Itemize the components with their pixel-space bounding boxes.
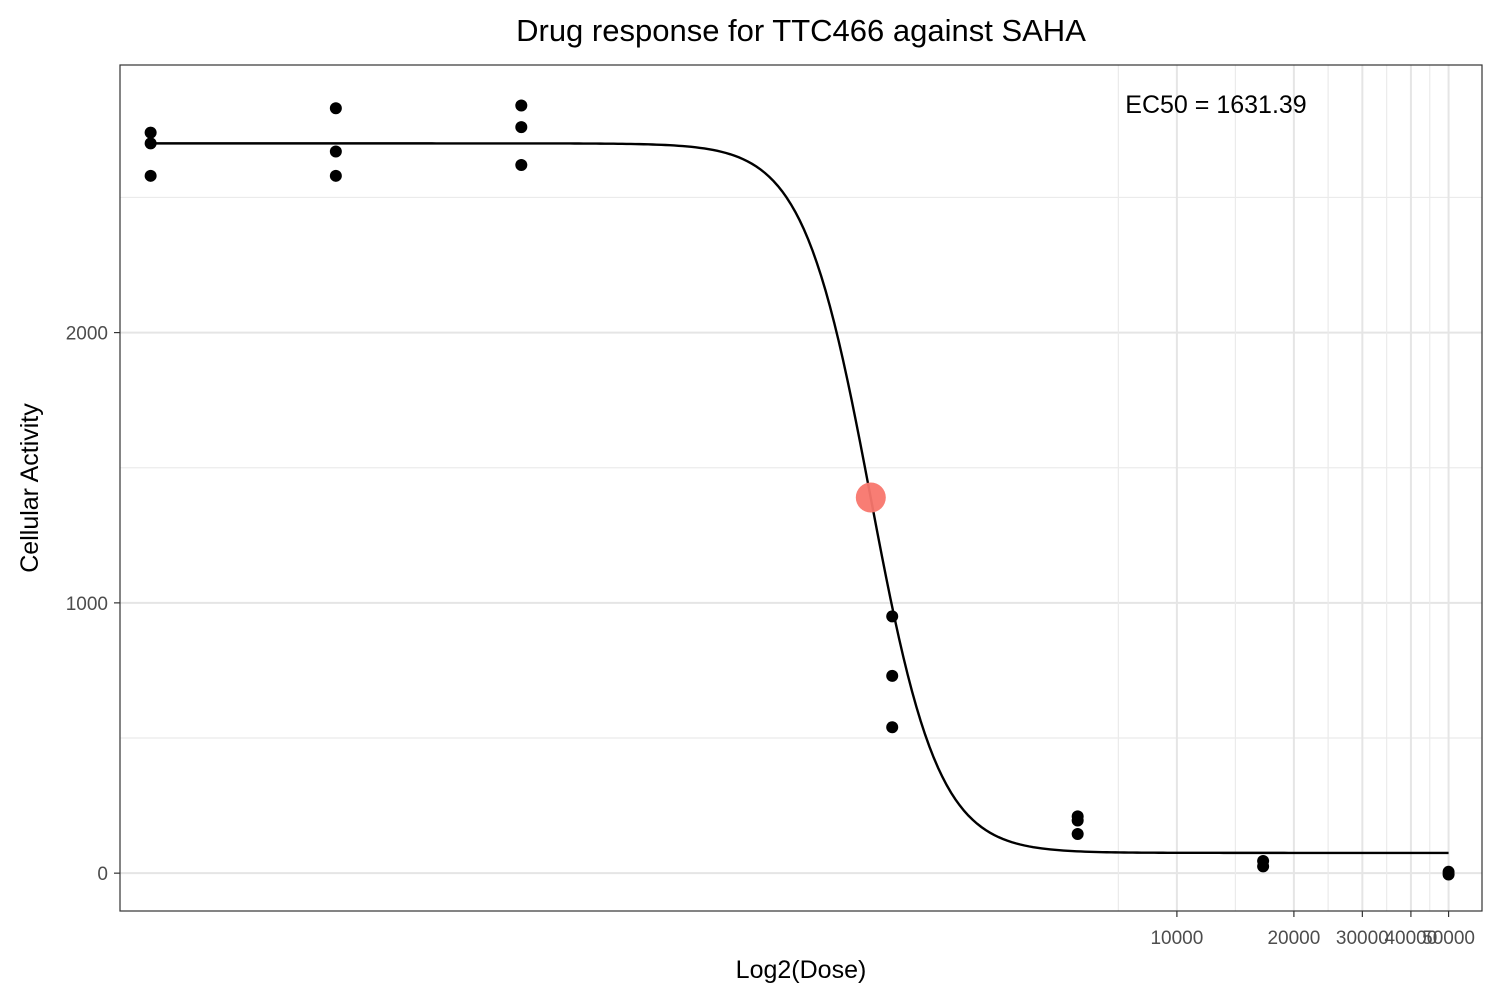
data-point xyxy=(886,610,899,623)
data-point xyxy=(329,102,342,115)
data-point xyxy=(144,126,157,139)
x-tick-label: 30000 xyxy=(1336,928,1389,949)
data-point xyxy=(1071,814,1084,827)
chart-title: Drug response for TTC466 against SAHA xyxy=(516,13,1086,48)
data-point xyxy=(329,169,342,182)
grid xyxy=(120,65,1482,911)
y-tick-label: 1000 xyxy=(66,594,108,615)
data-point xyxy=(1257,860,1270,873)
data-point xyxy=(515,121,528,134)
x-tick-label: 40000 xyxy=(1384,928,1437,949)
y-tick-label: 2000 xyxy=(66,324,108,345)
data-point xyxy=(329,145,342,158)
x-tick-label: 20000 xyxy=(1267,928,1320,949)
x-tick-label: 10000 xyxy=(1150,928,1203,949)
y-tick-label: 0 xyxy=(97,864,108,885)
panel-border xyxy=(119,64,1483,912)
data-point xyxy=(1442,868,1455,881)
data-point xyxy=(515,99,528,112)
x-tick-label: 50000 xyxy=(1422,928,1475,949)
fit-curve xyxy=(150,142,1449,855)
x-axis-title: Log2(Dose) xyxy=(736,956,867,984)
y-axis-title: Cellular Activity xyxy=(16,403,44,573)
data-points xyxy=(144,99,1455,881)
data-point xyxy=(1071,827,1084,840)
ec50-point xyxy=(855,482,886,513)
ec50-annotation: EC50 = 1631.39 xyxy=(1125,91,1306,119)
data-point xyxy=(886,669,899,682)
data-point xyxy=(144,169,157,182)
data-point xyxy=(144,137,157,150)
data-point xyxy=(886,721,899,734)
data-point xyxy=(515,159,528,172)
